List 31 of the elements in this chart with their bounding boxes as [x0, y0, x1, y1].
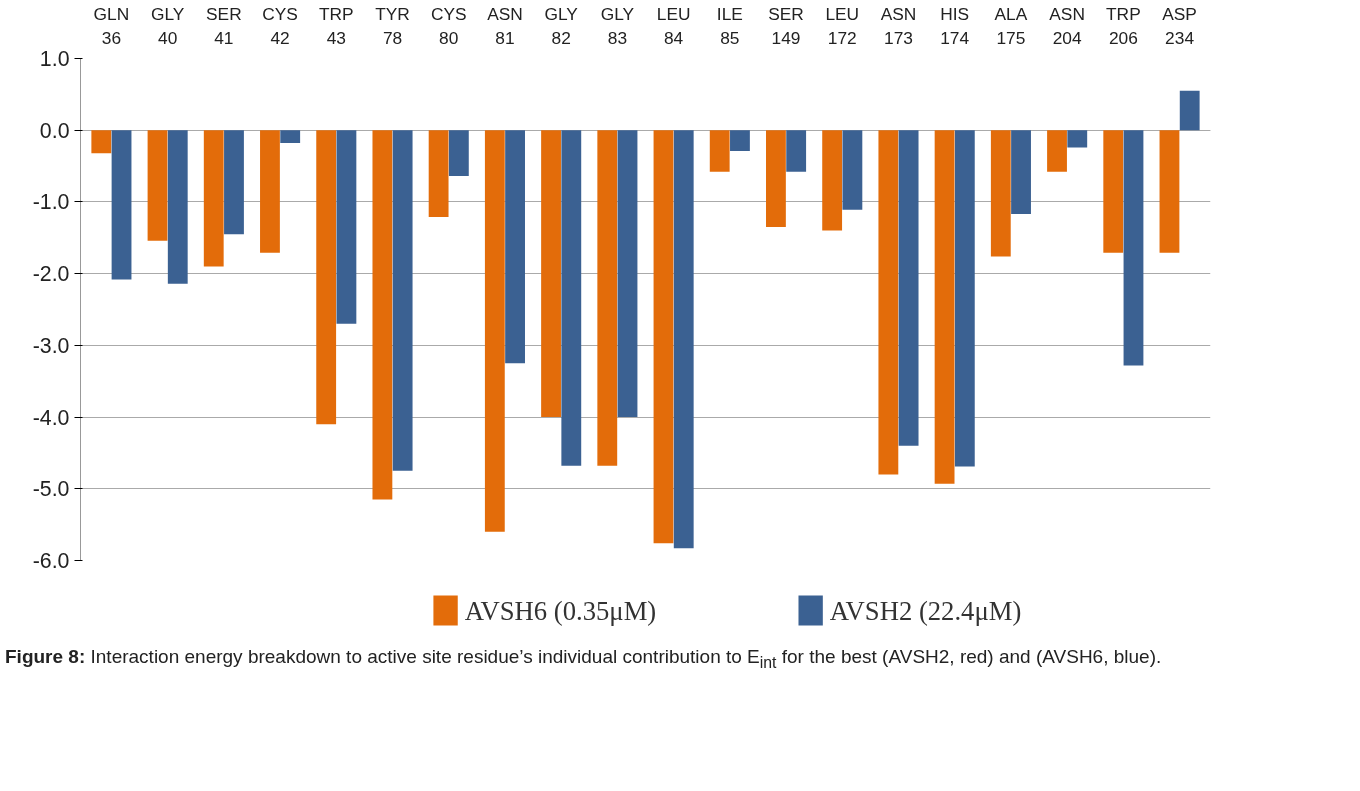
x-tick-label: SER 41: [206, 3, 242, 48]
y-tick-label: -1.0: [32, 190, 70, 215]
y-tick-label: 1.0: [39, 47, 70, 71]
x-tick-label: GLY 83: [600, 3, 635, 48]
y-tick-label: -4.0: [32, 405, 70, 430]
x-tick-label: SER 149: [768, 3, 804, 48]
y-tick-label: -2.0: [32, 262, 70, 287]
x-tick-label: ASN 81: [487, 3, 523, 48]
x-tick-label: TRP 206: [1106, 3, 1141, 48]
legend-label: AVSH6 (0.35μM): [464, 595, 657, 626]
y-tick-label: -3.0: [32, 333, 70, 358]
x-tick-label: ILE 85: [716, 3, 743, 48]
x-tick-label: ASN 173: [880, 3, 917, 48]
y-tick-label: -5.0: [32, 477, 70, 502]
legend-label: AVSH2 (22.4μM): [829, 595, 1022, 626]
y-tick-label: 0.0: [39, 118, 70, 143]
x-tick-label: TRP 43: [318, 3, 354, 48]
x-tick-label: CYS 80: [430, 3, 467, 48]
x-tick-label: GLY 82: [544, 3, 579, 48]
x-tick-label: ASN 204: [1049, 3, 1085, 48]
x-tick-label: TYR 78: [375, 3, 410, 48]
caption: Figure 8: Interaction energy breakdown to active site residue’s individual contribution to E$_{int}$ for the best (AVSH2, red) and (AVSH6, blue).: [5, 645, 1162, 673]
x-tick-label: CYS 42: [262, 3, 298, 48]
x-tick-label: ASP 234: [1162, 3, 1197, 48]
x-tick-label: GLN 36: [93, 3, 130, 48]
x-tick-label: HIS 174: [940, 3, 970, 48]
x-tick-label: GLY 40: [150, 3, 185, 48]
y-tick-label: -6.0: [32, 549, 70, 573]
x-tick-label: LEU 84: [656, 3, 691, 48]
x-tick-label: LEU 172: [825, 3, 860, 48]
x-tick-label: ALA 175: [994, 3, 1028, 48]
